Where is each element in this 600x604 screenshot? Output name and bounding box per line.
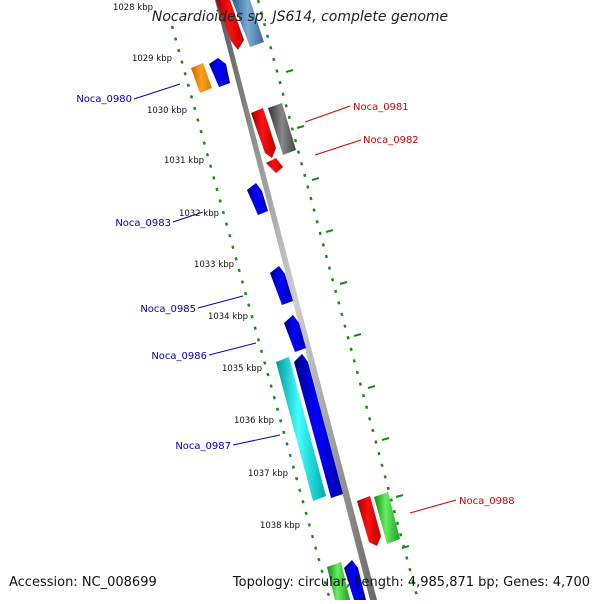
map-title: Nocardioides sp. JS614, complete genome [151,9,449,25]
scale-tick-label: 1036 kbp [234,416,274,426]
scale-ticks: 1028 kbp 1029 kbp 1030 kbp 1031 kbp 1032… [113,3,300,531]
gene-block[interactable] [284,315,306,352]
gene-block[interactable] [251,108,276,158]
gene-block[interactable] [327,562,350,600]
gene-block[interactable] [209,58,230,87]
genome-stats-text: Topology: circular; Length: 4,985,871 bp… [232,575,590,590]
gene-block[interactable] [247,183,268,215]
scale-tick-label: 1038 kbp [260,521,300,531]
genome-backbone [215,0,377,600]
gene-block[interactable] [216,0,244,50]
gene-label[interactable]: Noca_0980 [76,94,132,105]
gene-block[interactable] [374,492,400,544]
gene-block[interactable] [344,560,366,600]
right-dotted-guide-ticks [285,69,410,549]
accession-text: Accession: NC_008699 [9,575,157,590]
gene-block[interactable] [276,357,326,501]
scale-tick-label: 1028 kbp [113,3,153,13]
gene-label[interactable]: Noca_0987 [175,441,231,452]
gene-blocks [191,0,400,600]
gene-labels-left: Noca_0980 Noca_0983 Noca_0985 Noca_0986 … [76,94,231,452]
gene-label[interactable]: Noca_0982 [363,135,419,146]
gene-label[interactable]: Noca_0988 [459,496,515,507]
scale-tick-label: 1030 kbp [147,106,187,116]
gene-label[interactable]: Noca_0986 [151,351,207,362]
gene-block[interactable] [294,354,343,498]
scale-tick-label: 1034 kbp [208,312,248,322]
gene-block[interactable] [357,496,381,546]
gene-label[interactable]: Noca_0983 [115,218,171,229]
gene-block[interactable] [268,103,296,155]
gene-block[interactable] [191,63,212,93]
gene-label[interactable]: Noca_0985 [140,304,196,315]
scale-tick-label: 1029 kbp [132,54,172,64]
scale-tick-label: 1031 kbp [164,156,204,166]
gene-block[interactable] [266,158,283,173]
gene-block[interactable] [270,266,293,305]
gene-block[interactable] [232,0,264,47]
right-dotted-guide [256,0,420,601]
scale-tick-label: 1037 kbp [248,469,288,479]
label-leaders [133,83,457,514]
gene-labels-right: Noca_0981 Noca_0982 Noca_0988 [353,102,515,507]
scale-tick-label: 1033 kbp [194,260,234,270]
gene-label[interactable]: Noca_0981 [353,102,409,113]
scale-tick-label: 1035 kbp [222,364,262,374]
scale-tick-label: 1032 kbp [179,209,219,219]
